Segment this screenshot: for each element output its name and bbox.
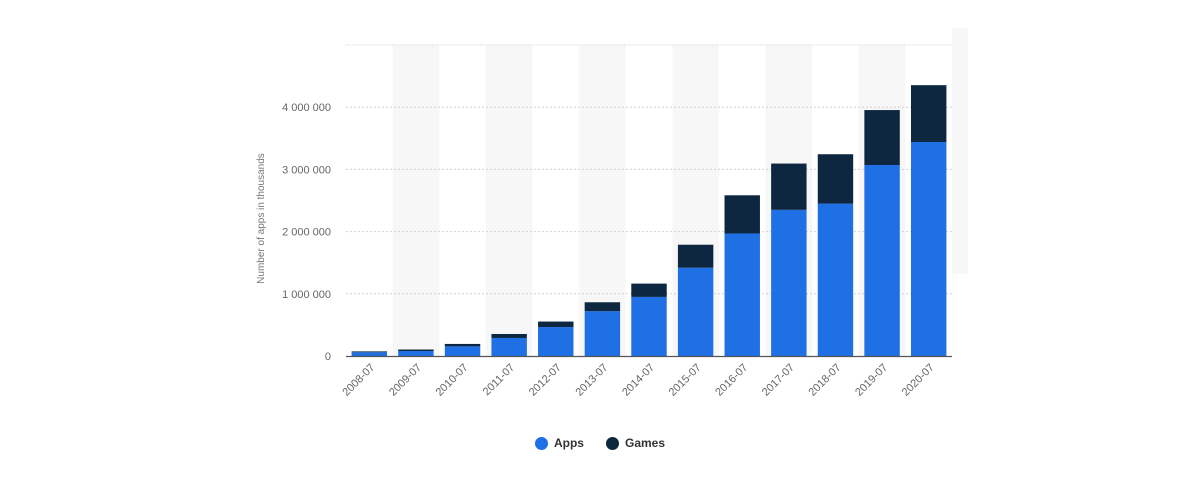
x-tick-label: 2015-07 <box>667 362 704 399</box>
x-tick-label: 2010-07 <box>434 362 471 399</box>
bar-games-2009-07 <box>398 349 434 352</box>
x-tick-label: 2016-07 <box>713 362 750 399</box>
bar-apps-2017-07 <box>771 209 807 356</box>
bar-games-2018-07 <box>817 154 854 204</box>
y-axis-title: Number of apps in thousands <box>256 153 267 284</box>
bar-apps-2013-07 <box>584 311 621 356</box>
y-tick-label: 1 000 000 <box>282 289 331 301</box>
bar-apps-2012-07 <box>538 327 574 356</box>
column-band <box>485 45 533 356</box>
y-tick-label: 0 <box>325 351 331 363</box>
bar-games-2016-07 <box>724 195 760 234</box>
bar-games-2010-07 <box>444 343 481 347</box>
y-tick-label: 3 000 000 <box>282 164 331 176</box>
bar-apps-2008-07 <box>351 352 388 356</box>
x-tick-label: 2009-07 <box>387 362 424 399</box>
x-tick-label: 2017-07 <box>760 362 797 399</box>
bar-apps-2011-07 <box>491 337 527 356</box>
bar-apps-2018-07 <box>817 203 854 356</box>
bar-games-2011-07 <box>491 333 527 338</box>
legend-label-apps: Apps <box>553 436 584 450</box>
bar-games-2015-07 <box>677 244 714 268</box>
bar-apps-2020-07 <box>910 142 947 356</box>
bar-apps-2014-07 <box>631 296 667 356</box>
bar-apps-2019-07 <box>864 165 900 356</box>
bar-games-2014-07 <box>631 283 667 297</box>
bar-apps-2016-07 <box>724 233 760 356</box>
x-tick-label: 2019-07 <box>853 362 890 399</box>
x-tick-label: 2020-07 <box>900 362 937 399</box>
legend-marker-apps <box>534 436 548 450</box>
x-tick-label: 2018-07 <box>807 362 844 399</box>
bar-games-2020-07 <box>910 85 947 143</box>
side-panel <box>952 28 968 274</box>
bar-games-2012-07 <box>538 321 574 328</box>
y-tick-label: 4 000 000 <box>282 102 331 114</box>
legend-item-games[interactable]: Games <box>605 436 666 450</box>
legend: Apps Games <box>0 436 1200 450</box>
bar-apps-2009-07 <box>398 351 434 356</box>
bar-apps-2010-07 <box>444 346 481 356</box>
legend-item-apps[interactable]: Apps <box>534 436 584 450</box>
bar-games-2017-07 <box>771 163 807 210</box>
legend-marker-games <box>605 436 619 450</box>
legend-label-games: Games <box>624 436 666 450</box>
x-tick-label: 2008-07 <box>340 362 377 399</box>
bar-games-2008-07 <box>351 351 388 353</box>
x-tick-label: 2011-07 <box>481 362 517 398</box>
x-tick-label: 2013-07 <box>573 362 610 399</box>
column-band <box>392 45 440 356</box>
y-tick-label: 2 000 000 <box>282 227 331 239</box>
x-tick-label: 2014-07 <box>620 362 657 399</box>
bar-games-2019-07 <box>864 110 900 166</box>
bar-apps-2015-07 <box>677 267 714 356</box>
x-tick-label: 2012-07 <box>527 362 564 399</box>
bar-games-2013-07 <box>584 302 621 312</box>
